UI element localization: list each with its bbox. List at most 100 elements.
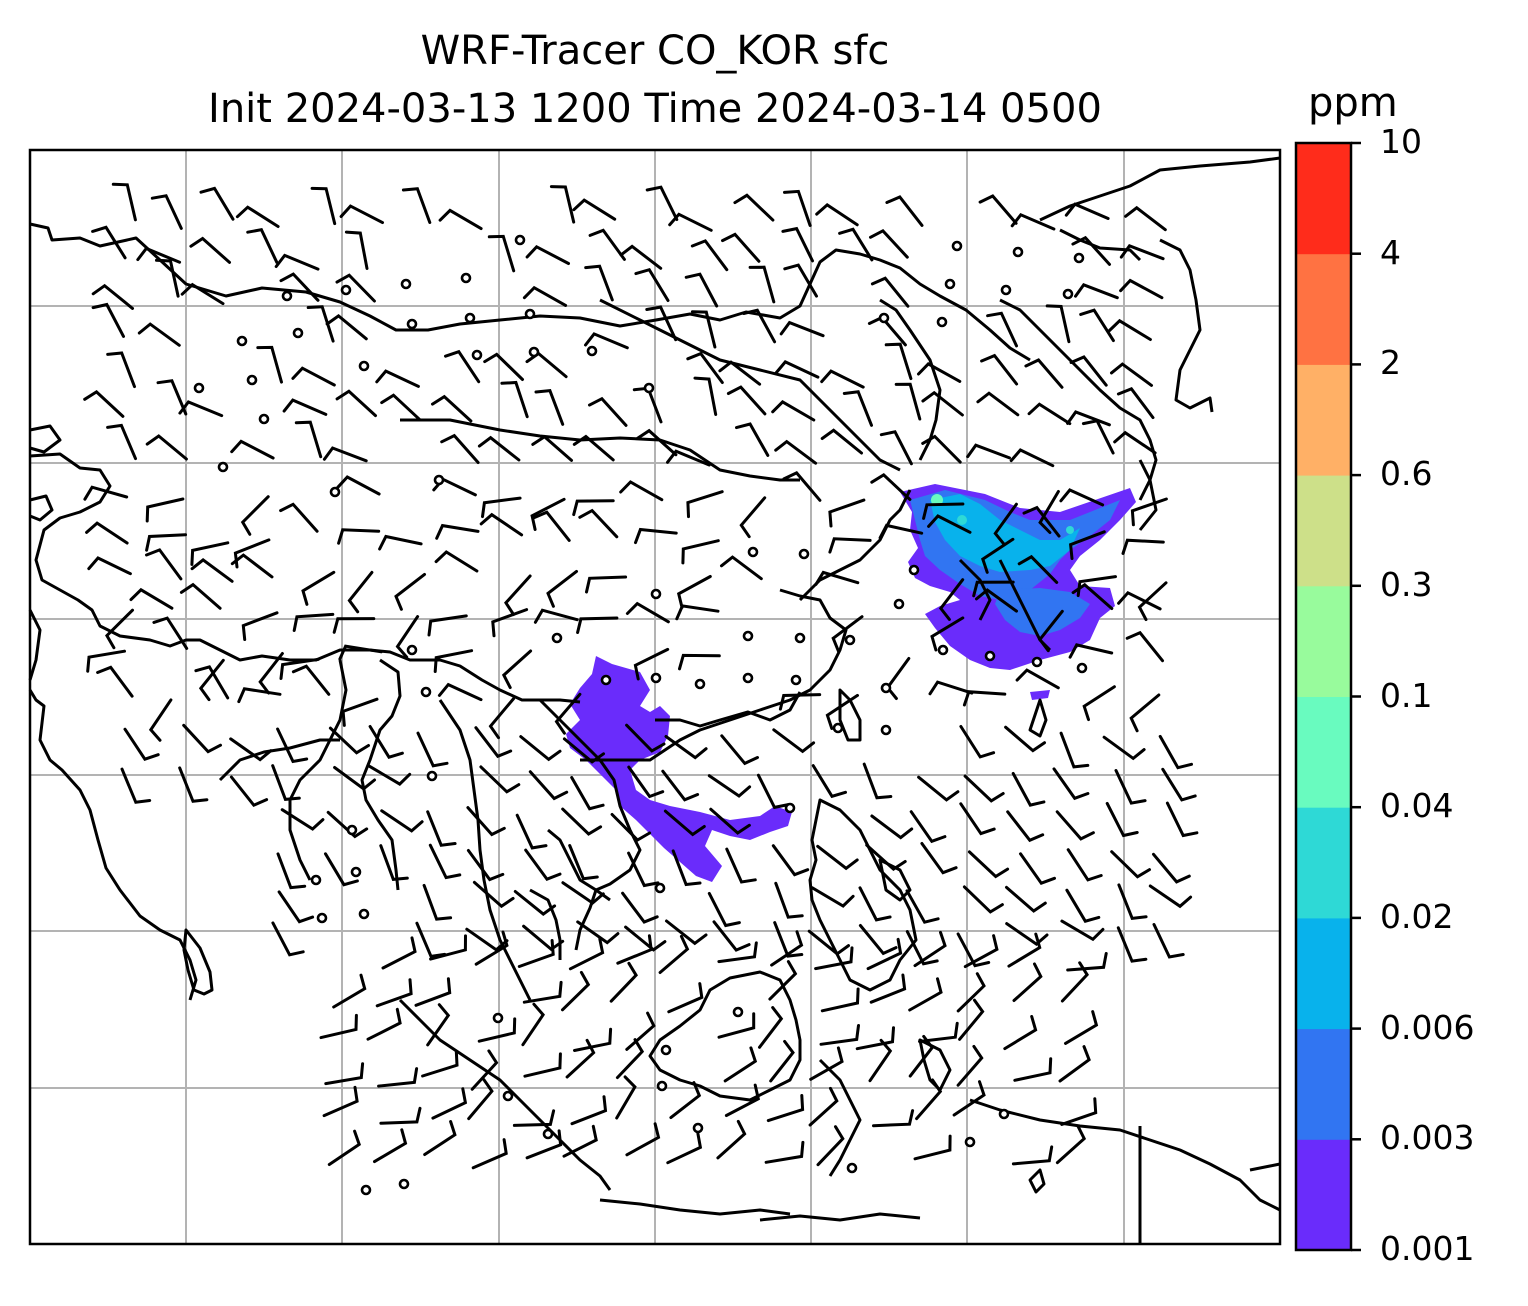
wind-barb [825, 693, 859, 730]
calm-wind-circle [551, 632, 563, 644]
wind-barb [1055, 1124, 1087, 1165]
wind-barb [1071, 235, 1111, 266]
calm-wind-circle [420, 686, 432, 698]
wind-barb [230, 553, 274, 579]
wind-barb [156, 379, 188, 416]
wind-barb [609, 961, 638, 1003]
calm-wind-circle [310, 874, 322, 886]
calm-wind-circle [964, 1136, 976, 1148]
wind-barb [709, 807, 751, 835]
colorbar-segment [1296, 364, 1351, 476]
calm-wind-circle [358, 908, 370, 920]
wind-barb [783, 263, 818, 298]
calm-wind-circle [246, 374, 258, 386]
wind-barb [378, 534, 423, 551]
wind-barb [1060, 1097, 1098, 1126]
wind-barb [479, 765, 521, 794]
wind-barb [1060, 961, 1089, 1003]
wind-barb [155, 258, 180, 298]
wind-barb [483, 352, 524, 381]
wind-barb [554, 692, 582, 735]
wind-barb [958, 998, 985, 1041]
wind-barb [106, 423, 137, 461]
wind-barb [189, 236, 231, 264]
colorbar-tick-label: 0.003 [1380, 1118, 1475, 1158]
wind-barb [324, 852, 359, 887]
calm-wind-circle [784, 802, 796, 814]
colorbar-segment [1296, 807, 1351, 919]
wind-barb [367, 764, 412, 786]
wind-barb [1065, 888, 1101, 923]
wind-barb [246, 228, 279, 264]
wind-barb [870, 276, 910, 308]
wind-barb [993, 502, 1018, 546]
wind-barb [199, 186, 235, 221]
wind-barb [768, 960, 798, 1001]
calm-wind-circle [880, 682, 892, 694]
wind-barb [324, 1062, 365, 1086]
wind-barb [828, 498, 866, 528]
wind-barb [431, 394, 473, 423]
wind-barb [733, 193, 775, 222]
wind-barb [634, 267, 670, 302]
wind-barb [491, 608, 529, 638]
wind-barb [530, 497, 566, 531]
wind-barb [426, 810, 457, 847]
calm-wind-circle [832, 722, 844, 734]
wind-barb [401, 187, 432, 224]
wind-barb [426, 1003, 451, 1047]
wind-barb [720, 555, 763, 581]
wind-barb [438, 208, 483, 231]
wind-barb [435, 523, 480, 540]
wind-barb [178, 400, 224, 418]
wind-barb [427, 614, 468, 637]
wind-barb [938, 578, 965, 621]
wind-barb [325, 314, 368, 341]
wind-barb [291, 664, 331, 696]
wind-barb [271, 764, 301, 802]
wind-barb [1152, 852, 1191, 884]
wind-barb [570, 1095, 608, 1126]
calm-wind-circle [329, 486, 341, 498]
wind-barb [913, 930, 947, 968]
wind-barb [645, 185, 679, 221]
wind-barb [1009, 448, 1055, 468]
calm-wind-circle [236, 335, 248, 347]
wind-barb [437, 682, 483, 702]
wind-barb [772, 728, 816, 754]
wind-barb [869, 228, 909, 259]
wind-barb [578, 508, 619, 539]
map-title: WRF-Tracer CO_KOR sfc [420, 28, 890, 74]
wind-barb [1013, 1057, 1053, 1082]
calm-wind-circle [586, 345, 598, 357]
wind-barb [512, 1109, 556, 1127]
wind-barb [347, 570, 374, 614]
wind-barb [986, 311, 1018, 348]
wind-barb [477, 1017, 517, 1043]
wind-barb [561, 807, 603, 836]
wind-barb [1102, 735, 1146, 761]
wind-barb [572, 499, 615, 517]
wind-barb [1058, 1045, 1091, 1083]
wind-barb [517, 939, 555, 968]
wind-barb [717, 1012, 756, 1039]
colorbar-unit: ppm [1308, 80, 1398, 126]
wind-barb [624, 925, 667, 952]
wind-barb [633, 647, 670, 681]
calm-wind-circle [433, 474, 445, 486]
wind-barb [773, 921, 804, 958]
wind-barb [375, 369, 420, 388]
wind-barb [952, 1080, 986, 1117]
calm-wind-circle [281, 290, 293, 302]
wind-barb [150, 194, 183, 230]
wind-barb [1119, 243, 1165, 261]
colorbar-tick-label: 0.001 [1380, 1229, 1475, 1268]
wind-barb [908, 977, 943, 1012]
wind-barb [980, 353, 1019, 386]
wind-barb [678, 653, 721, 671]
wind-barb [474, 930, 509, 966]
wind-barb [807, 929, 850, 956]
wind-barb [739, 496, 767, 539]
wind-barb [707, 891, 741, 928]
